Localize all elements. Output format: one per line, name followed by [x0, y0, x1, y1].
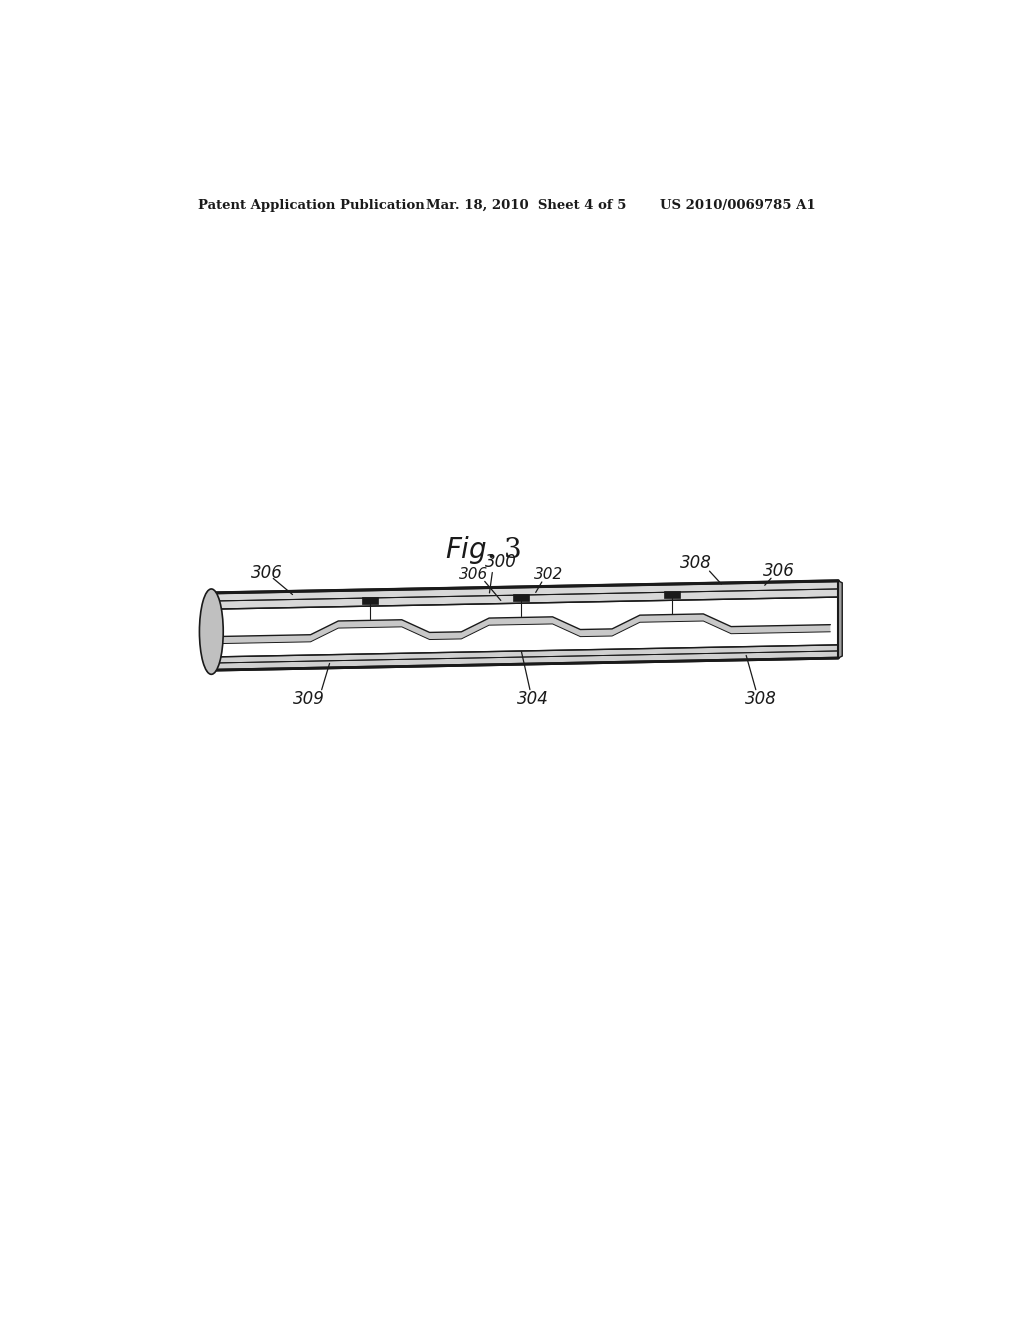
- Text: 308: 308: [680, 554, 712, 572]
- Polygon shape: [219, 614, 830, 644]
- Polygon shape: [839, 581, 842, 659]
- Polygon shape: [207, 581, 839, 671]
- Text: 308: 308: [745, 690, 777, 708]
- Ellipse shape: [200, 589, 223, 675]
- Text: $\mathit{Fig}$. 3: $\mathit{Fig}$. 3: [445, 533, 522, 566]
- Text: Patent Application Publication: Patent Application Publication: [198, 198, 425, 211]
- Text: US 2010/0069785 A1: US 2010/0069785 A1: [659, 198, 815, 211]
- Polygon shape: [362, 597, 378, 605]
- Text: 306: 306: [763, 562, 795, 579]
- Polygon shape: [513, 594, 528, 601]
- Text: 309: 309: [293, 690, 325, 708]
- Polygon shape: [207, 645, 839, 671]
- Text: Mar. 18, 2010  Sheet 4 of 5: Mar. 18, 2010 Sheet 4 of 5: [426, 198, 626, 211]
- Polygon shape: [207, 581, 839, 610]
- Text: 304: 304: [517, 690, 549, 708]
- Text: 300: 300: [485, 553, 517, 572]
- Text: 306: 306: [459, 566, 487, 582]
- Text: 302: 302: [534, 566, 563, 582]
- Text: 306: 306: [251, 564, 283, 582]
- Polygon shape: [207, 597, 839, 657]
- Polygon shape: [664, 591, 680, 598]
